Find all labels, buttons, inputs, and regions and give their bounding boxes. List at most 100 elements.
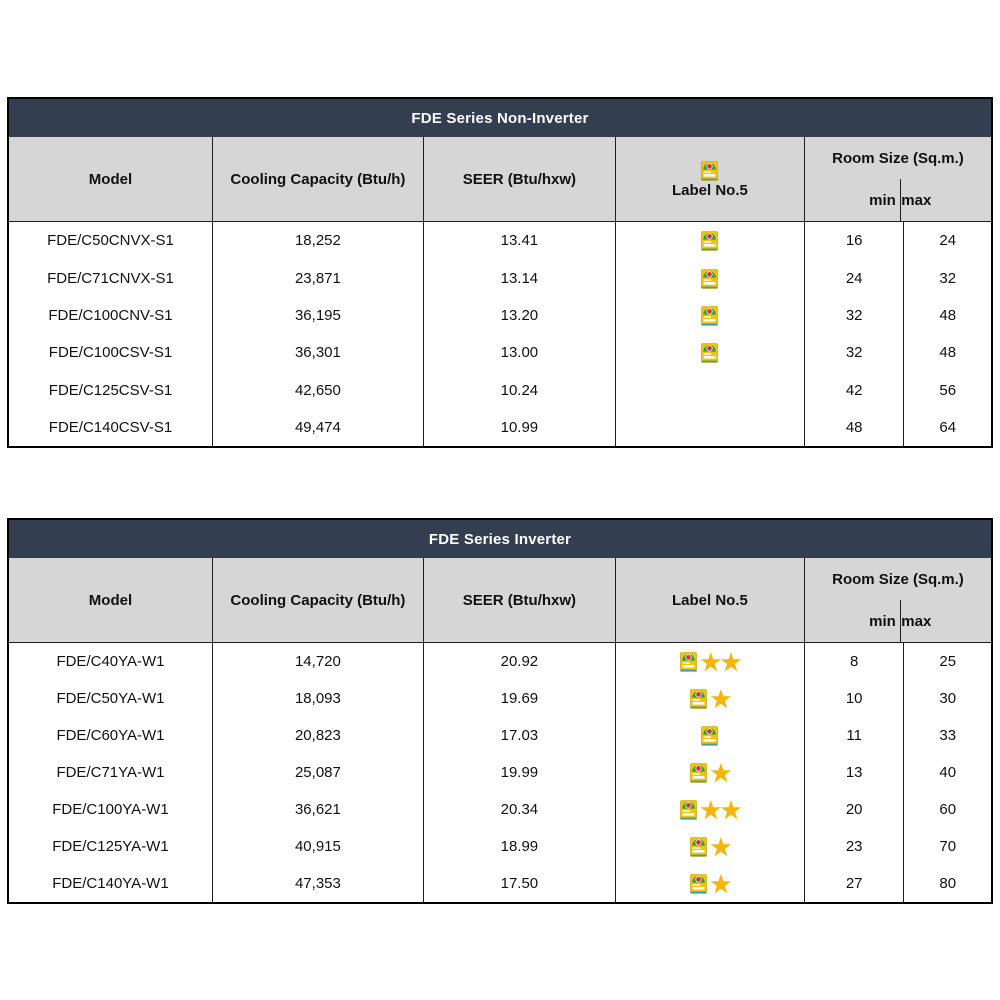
model-cell: FDE/C140CSV-S1: [9, 408, 213, 447]
room-max-cell: 60: [939, 801, 957, 818]
label-no5-cell: ★★: [616, 791, 805, 828]
cooling-capacity-cell: 36,195: [213, 296, 424, 335]
energy-label-no5-icon: [701, 230, 719, 251]
room-min-cell: 27: [805, 865, 905, 902]
model-cell: FDE/C71YA-W1: [9, 754, 213, 791]
cooling-capacity-column-header: Cooling Capacity (Btu/h): [213, 137, 424, 221]
table-row: FDE/C71CNVX-S1 23,871 13.14 24 32: [9, 259, 991, 297]
model-cell: FDE/C100YA-W1: [9, 791, 213, 828]
room-size-column-header: Room Size (Sq.m.) min max: [805, 137, 991, 221]
label-no5-cell: [616, 222, 805, 260]
star-icon: ★: [709, 868, 732, 899]
label-no5-cell: ★: [616, 865, 805, 902]
seer-cell: 19.99: [424, 754, 616, 791]
min-subheader: min: [869, 191, 896, 209]
seer-cell: 20.34: [424, 791, 616, 828]
seer-cell: 13.00: [424, 334, 616, 372]
max-subheader: max: [900, 179, 931, 221]
label-no5-cell: [616, 408, 805, 447]
inverter-table: FDE Series Inverter Model Cooling Capaci…: [7, 518, 993, 904]
cooling-capacity-cell: 40,915: [213, 828, 424, 865]
table-row: FDE/C100CSV-S1 36,301 13.00 32 48: [9, 334, 991, 372]
model-cell: FDE/C40YA-W1: [9, 643, 213, 680]
room-max-cell: 80: [939, 875, 957, 892]
table-header-row: Model Cooling Capacity (Btu/h) SEER (Btu…: [9, 137, 991, 222]
cooling-capacity-cell: 18,093: [213, 680, 424, 717]
model-cell: FDE/C140YA-W1: [9, 865, 213, 902]
room-min-cell: 10: [805, 680, 905, 717]
room-size-column-header: Room Size (Sq.m.) min max: [805, 558, 991, 642]
model-cell: FDE/C71CNVX-S1: [9, 259, 213, 297]
table-body: FDE/C50CNVX-S1 18,252 13.41 16 24 FDE/C71CNV…: [9, 222, 991, 447]
room-min-cell: 16: [805, 222, 905, 260]
cooling-capacity-cell: 47,353: [213, 865, 424, 902]
energy-label-no5-icon: [690, 836, 708, 857]
label-no5-cell: ★: [616, 828, 805, 865]
cooling-capacity-cell: 18,252: [213, 222, 424, 260]
table-title: FDE Series Non-Inverter: [9, 99, 991, 137]
cooling-capacity-cell: 36,301: [213, 334, 424, 372]
room-max-cell: 40: [939, 764, 957, 781]
energy-label-no5-icon: [690, 762, 708, 783]
energy-label-no5-icon: [690, 688, 708, 709]
label-no5-cell: [616, 259, 805, 297]
seer-cell: 17.50: [424, 865, 616, 902]
cooling-capacity-cell: 20,823: [213, 717, 424, 754]
model-cell: FDE/C125CSV-S1: [9, 371, 213, 409]
room-min-cell: 24: [805, 259, 905, 297]
energy-label-no5-icon: [701, 342, 719, 364]
seer-cell: 10.99: [424, 408, 616, 447]
label-no5-cell: ★★: [616, 643, 805, 680]
cooling-capacity-cell: 23,871: [213, 259, 424, 297]
table-row: FDE/C40YA-W1 14,720 20.92 ★★ 8 25: [9, 643, 991, 680]
energy-label-no5-icon: [701, 305, 719, 326]
label-no5-cell: [616, 334, 805, 372]
star-icon: ★★: [699, 794, 743, 825]
energy-label-no5-icon: [680, 651, 697, 672]
room-min-cell: 20: [805, 791, 905, 828]
model-cell: FDE/C60YA-W1: [9, 717, 213, 754]
cooling-capacity-cell: 25,087: [213, 754, 424, 791]
table-row: FDE/C100CNV-S1 36,195 13.20 32 48: [9, 296, 991, 335]
room-max-cell: 70: [939, 838, 957, 855]
room-min-cell: 11: [805, 717, 905, 754]
non-inverter-table: FDE Series Non-Inverter Model Cooling Ca…: [7, 97, 993, 449]
label-no5-column-header: Label No.5: [616, 137, 805, 221]
room-max-cell: 30: [939, 690, 957, 707]
room-min-cell: 32: [805, 296, 905, 335]
label-no5-cell: [616, 296, 805, 335]
min-subheader: min: [869, 612, 896, 630]
room-max-cell: 24: [939, 232, 957, 250]
model-column-header: Model: [9, 137, 213, 221]
seer-cell: 13.20: [424, 296, 616, 335]
cooling-capacity-cell: 49,474: [213, 408, 424, 447]
room-min-cell: 32: [805, 334, 905, 372]
seer-cell: 13.14: [424, 259, 616, 297]
table-row: FDE/C71YA-W1 25,087 19.99 ★ 13 40: [9, 754, 991, 791]
model-cell: FDE/C50YA-W1: [9, 680, 213, 717]
room-max-cell: 25: [939, 653, 957, 670]
energy-label-no5-icon: [701, 725, 719, 746]
label-no5-cell: [616, 371, 805, 409]
room-max-cell: 48: [939, 306, 957, 324]
label-no5-cell: ★: [616, 680, 805, 717]
table-row: FDE/C100YA-W1 36,621 20.34 ★★ 20 60: [9, 791, 991, 828]
room-max-cell: 32: [939, 269, 957, 287]
table-header-row: Model Cooling Capacity (Btu/h) SEER (Btu…: [9, 558, 991, 643]
label-no5-header-text: Label No.5: [671, 591, 748, 609]
table-row: FDE/C140YA-W1 47,353 17.50 ★ 27 80: [9, 865, 991, 902]
room-min-cell: 13: [805, 754, 905, 791]
table-row: FDE/C125CSV-S1 42,650 10.24 42 56: [9, 371, 991, 409]
room-max-cell: 56: [939, 381, 957, 399]
seer-cell: 17.03: [424, 717, 616, 754]
table-row: FDE/C60YA-W1 20,823 17.03 11 33: [9, 717, 991, 754]
label-no5-column-header: Label No.5: [616, 558, 805, 642]
table-title-text: FDE Series Non-Inverter: [411, 109, 589, 127]
cooling-capacity-cell: 36,621: [213, 791, 424, 828]
model-cell: FDE/C50CNVX-S1: [9, 222, 213, 260]
seer-cell: 13.41: [424, 222, 616, 260]
seer-cell: 20.92: [424, 643, 616, 680]
star-icon: ★★: [699, 646, 743, 677]
model-cell: FDE/C100CSV-S1: [9, 334, 213, 372]
table-row: FDE/C50YA-W1 18,093 19.69 ★ 10 30: [9, 680, 991, 717]
